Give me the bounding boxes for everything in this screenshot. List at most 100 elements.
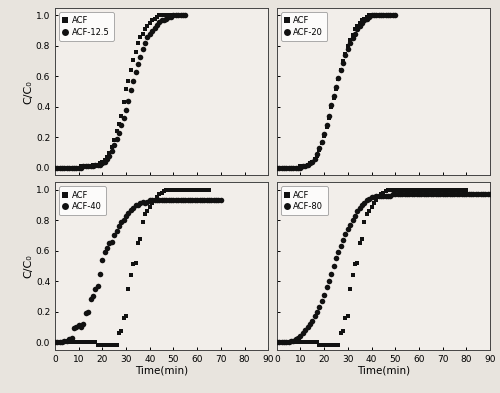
Point: [65, 336, 73, 342]
Point: [398, 191, 406, 198]
Point: [396, 191, 404, 198]
Point: [330, 342, 338, 348]
Point: [429, 191, 437, 198]
Point: [284, 165, 292, 171]
Point: [363, 14, 371, 20]
Point: [318, 140, 326, 147]
Point: [210, 197, 218, 204]
Point: [188, 197, 196, 204]
Point: [136, 34, 144, 40]
Point: [118, 219, 126, 225]
Point: [462, 187, 470, 193]
Point: [150, 197, 158, 204]
Point: [176, 187, 184, 193]
Point: [72, 324, 80, 330]
Point: [164, 12, 172, 18]
Point: [453, 187, 461, 193]
Point: [484, 191, 492, 198]
Point: [318, 298, 326, 304]
Point: [150, 15, 158, 22]
Point: [318, 139, 326, 145]
Point: [310, 339, 318, 345]
Point: [68, 334, 76, 341]
Point: [408, 191, 416, 198]
Point: [455, 191, 463, 198]
Point: [92, 162, 100, 168]
Point: [372, 197, 380, 204]
Point: [360, 15, 368, 22]
Point: [200, 197, 208, 204]
Point: [138, 31, 146, 37]
Point: [160, 17, 168, 23]
Point: [106, 240, 114, 246]
Point: [464, 191, 472, 198]
Point: [101, 159, 109, 165]
Point: [448, 187, 456, 193]
Point: [103, 156, 111, 162]
Point: [51, 339, 59, 345]
Point: [332, 255, 340, 261]
Point: [374, 12, 382, 18]
Point: [84, 339, 92, 345]
Point: [380, 12, 388, 18]
Point: [108, 148, 116, 154]
Point: [429, 187, 437, 193]
Point: [448, 191, 456, 198]
Point: [391, 12, 399, 18]
Point: [84, 309, 92, 315]
Point: [368, 194, 376, 200]
Point: [174, 12, 182, 18]
Point: [155, 12, 163, 18]
Point: [74, 322, 82, 329]
Point: [422, 187, 430, 193]
Point: [51, 339, 59, 345]
Point: [377, 12, 385, 18]
Point: [406, 187, 413, 193]
Point: [313, 151, 321, 157]
Point: [320, 292, 328, 298]
Point: [146, 204, 154, 210]
Point: [432, 191, 440, 198]
Point: [72, 165, 80, 171]
Point: [304, 162, 312, 168]
Point: [103, 244, 111, 251]
Point: [436, 187, 444, 193]
Point: [292, 336, 300, 342]
Point: [344, 43, 352, 49]
Point: [176, 12, 184, 18]
Point: [58, 165, 66, 171]
Point: [308, 159, 316, 165]
Point: [292, 165, 300, 171]
Point: [354, 23, 362, 29]
Point: [304, 324, 312, 330]
Point: [287, 339, 295, 345]
Point: [134, 61, 142, 67]
Point: [54, 339, 62, 345]
Point: [136, 235, 144, 242]
Point: [339, 58, 347, 64]
Point: [294, 334, 302, 341]
Point: [186, 187, 194, 193]
Point: [282, 165, 290, 171]
Point: [182, 197, 190, 204]
Point: [308, 159, 316, 165]
Legend: ACF, ACF-12.5: ACF, ACF-12.5: [59, 12, 114, 41]
Point: [84, 163, 92, 169]
Point: [129, 78, 137, 84]
Point: [273, 339, 281, 345]
Point: [342, 50, 349, 57]
Point: [415, 191, 423, 198]
Point: [94, 342, 102, 348]
Point: [336, 243, 344, 249]
Point: [322, 123, 330, 130]
Point: [398, 187, 406, 193]
Point: [391, 191, 399, 198]
Point: [86, 339, 94, 345]
Point: [136, 53, 144, 60]
Point: [294, 165, 302, 171]
Point: [118, 328, 126, 334]
Point: [301, 163, 309, 169]
Point: [56, 165, 64, 171]
Point: [336, 330, 344, 336]
Point: [146, 31, 154, 37]
